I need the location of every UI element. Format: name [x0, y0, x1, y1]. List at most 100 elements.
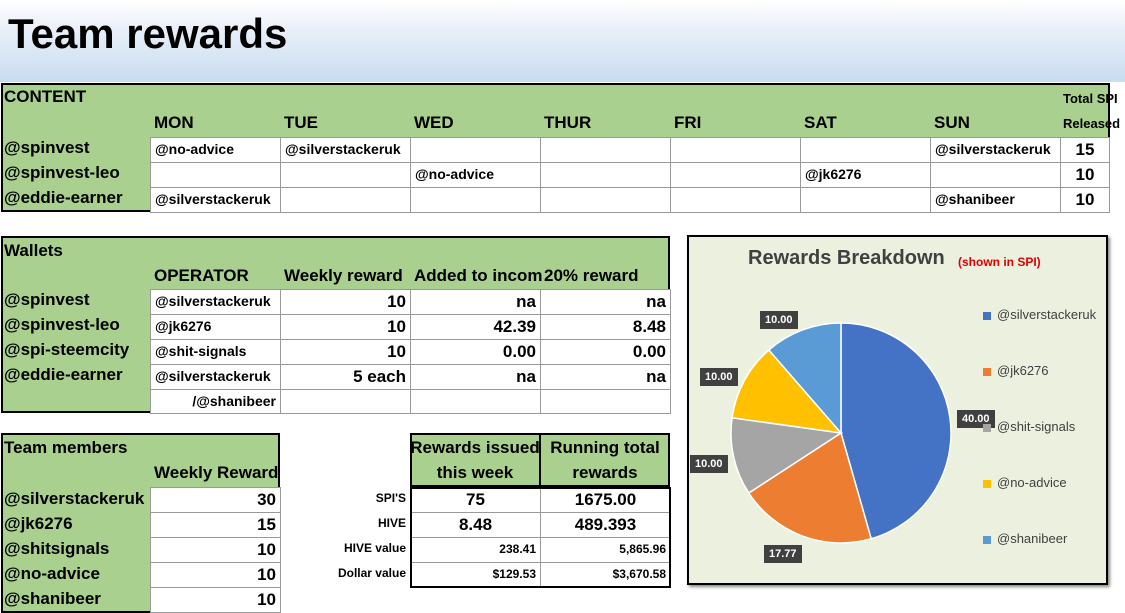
legend-label: @no-advice	[997, 475, 1067, 490]
wallet-added: 0.00	[410, 339, 541, 365]
team-member-name: @no-advice	[4, 564, 100, 583]
pie-slice-jk6276	[747, 431, 873, 544]
wallet-weekly: 10	[280, 339, 411, 365]
content-cell[interactable]	[410, 137, 541, 163]
weekly-reward-header: Weekly reward	[284, 266, 403, 285]
content-cell[interactable]	[670, 137, 801, 163]
content-cell[interactable]	[930, 162, 1061, 188]
content-cell[interactable]	[800, 187, 931, 213]
content-cell[interactable]: @silverstackeruk	[280, 137, 411, 163]
team-heading: Team members	[4, 438, 128, 457]
twenty-percent-header: 20% reward	[544, 266, 639, 285]
reward-issued: 238.41	[410, 537, 541, 563]
reward-running-total: $3,670.58	[540, 562, 671, 588]
reward-row-label: HIVE value	[343, 541, 406, 555]
content-cell[interactable]	[540, 137, 671, 163]
chart-subtitle: (shown in SPI)	[958, 255, 1041, 269]
pie-data-label: 40.00	[957, 410, 995, 428]
team-member-name: @shanibeer	[4, 589, 101, 608]
wallet-weekly: 5 each	[280, 364, 411, 390]
team-member-reward: 10	[150, 587, 281, 613]
header-banner	[0, 0, 1125, 82]
content-cell[interactable]: @jk6276	[800, 162, 931, 188]
day-header-wed: WED	[414, 113, 454, 132]
legend-swatch-icon	[983, 535, 991, 544]
wallet-empty-cell	[540, 389, 671, 414]
content-cell[interactable]: @silverstackeruk	[930, 137, 1061, 163]
day-header-tue: TUE	[284, 113, 318, 132]
rewards-issued-header-2: this week	[436, 463, 514, 482]
content-cell[interactable]: @no-advice	[410, 162, 541, 188]
team-member-name: @jk6276	[4, 514, 73, 533]
content-cell[interactable]	[410, 187, 541, 213]
wallet-twenty: 0.00	[540, 339, 671, 365]
wallet-twenty: na	[540, 289, 671, 315]
legend-swatch-icon	[983, 479, 991, 488]
pie-data-label: 10.00	[700, 368, 738, 386]
legend-item: @silverstackeruk	[983, 307, 1096, 323]
pie-slice-no-advice	[731, 348, 843, 435]
legend-swatch-icon	[983, 423, 991, 432]
wallet-twenty: 8.48	[540, 314, 671, 340]
content-total: 10	[1060, 162, 1110, 188]
wallet-operator: @silverstackeruk	[150, 289, 281, 315]
wallet-operator: @shit-signals	[150, 339, 281, 365]
content-cell[interactable]	[670, 162, 801, 188]
content-cell[interactable]: @no-advice	[150, 137, 281, 163]
content-cell[interactable]	[540, 187, 671, 213]
wallets-heading: Wallets	[4, 241, 63, 260]
team-member-reward: 10	[150, 537, 281, 563]
wallet-empty-cell	[410, 389, 541, 414]
operator-header: OPERATOR	[154, 266, 249, 285]
pie-chart	[730, 322, 952, 544]
legend-swatch-icon	[983, 311, 991, 320]
running-total-header-1: Running total	[550, 438, 660, 457]
pie-slice-shit-signals	[730, 416, 844, 495]
reward-running-total: 5,865.96	[540, 537, 671, 563]
wallet-weekly: 10	[280, 289, 411, 315]
content-cell[interactable]	[800, 137, 931, 163]
wallet-account: @eddie-earner	[4, 365, 123, 384]
legend-label: @silverstackeruk	[997, 307, 1097, 322]
legend-item: @jk6276	[983, 363, 1049, 379]
team-member-reward: 15	[150, 512, 281, 538]
reward-row-label: HIVE	[377, 516, 406, 530]
content-cell[interactable]: @shanibeer	[930, 187, 1061, 213]
pie-data-label: 10.00	[760, 311, 798, 329]
wallet-account: @spinvest-leo	[4, 315, 120, 334]
team-weekly-header: Weekly Reward	[154, 463, 279, 482]
total-spi-header: Total SPI	[1063, 91, 1118, 106]
legend-swatch-icon	[983, 367, 991, 376]
content-account: @spinvest	[4, 138, 90, 157]
wallet-empty-cell	[280, 389, 411, 414]
legend-label: @jk6276	[997, 363, 1049, 378]
content-cell[interactable]	[670, 187, 801, 213]
day-header-thur: THUR	[544, 113, 592, 132]
added-to-income-header: Added to incom	[414, 266, 543, 285]
day-header-mon: MON	[154, 113, 194, 132]
wallet-added: na	[410, 289, 541, 315]
content-account: @spinvest-leo	[4, 163, 120, 182]
wallet-operator-extra: /@shanibeer	[150, 389, 281, 414]
day-header-sat: SAT	[804, 113, 837, 132]
content-cell[interactable]: @silverstackeruk	[150, 187, 281, 213]
team-member-reward: 10	[150, 562, 281, 588]
content-cell[interactable]	[280, 162, 411, 188]
pie-slice-silverstackeruk	[840, 322, 952, 540]
content-cell[interactable]	[280, 187, 411, 213]
team-member-name: @shitsignals	[4, 539, 110, 558]
wallet-account: @spinvest	[4, 290, 90, 309]
content-cell[interactable]	[540, 162, 671, 188]
content-heading: CONTENT	[4, 87, 87, 106]
reward-row-label: Dollar value	[337, 566, 406, 580]
reward-issued: 8.48	[410, 512, 541, 538]
legend-label: @shit-signals	[997, 419, 1076, 434]
reward-issued: 75	[410, 487, 541, 513]
reward-running-total: 1675.00	[540, 487, 671, 513]
pie-data-label: 17.77	[764, 545, 802, 563]
content-total: 10	[1060, 187, 1110, 213]
wallet-added: 42.39	[410, 314, 541, 340]
team-member-reward: 30	[150, 487, 281, 513]
team-member-name: @silverstackeruk	[4, 489, 145, 508]
content-cell[interactable]	[150, 162, 281, 188]
